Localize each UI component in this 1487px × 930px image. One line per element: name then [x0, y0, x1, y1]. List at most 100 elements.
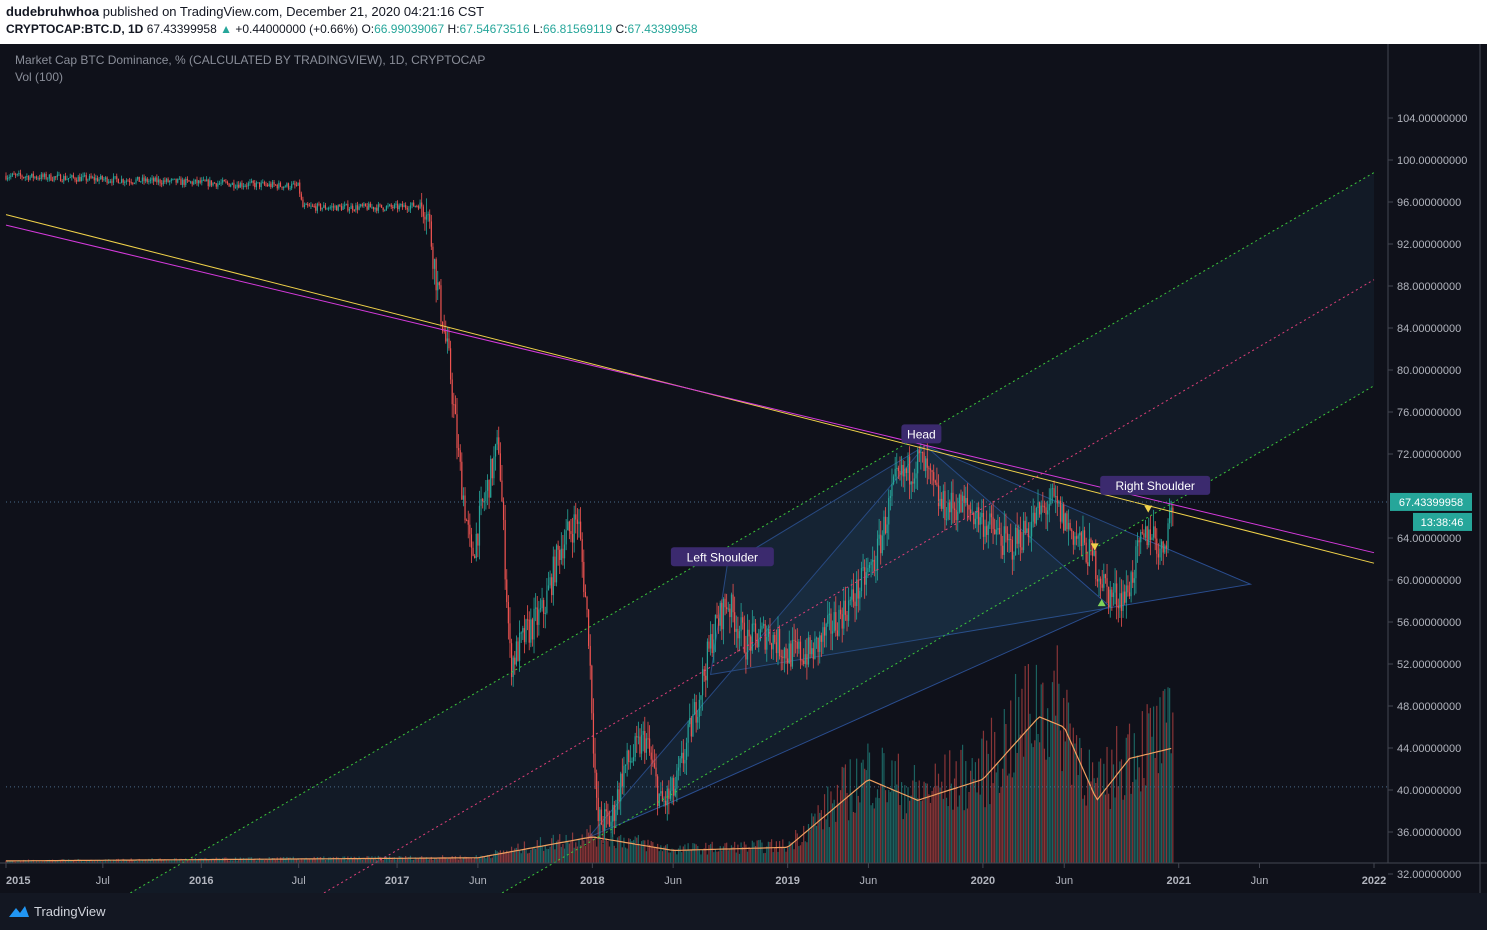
- candle-body: [952, 492, 954, 509]
- volume-bar: [385, 856, 387, 863]
- candle-body: [1098, 578, 1100, 582]
- volume-bar: [21, 861, 23, 863]
- volume-bar: [1161, 763, 1163, 863]
- volume-bar: [856, 758, 858, 863]
- volume-bar: [536, 840, 538, 863]
- volume-bar: [180, 858, 182, 863]
- volume-bar: [612, 836, 614, 863]
- volume-bar: [307, 859, 309, 863]
- annotation-box: [1100, 475, 1211, 495]
- volume-bar: [517, 843, 519, 863]
- candle-body: [984, 526, 986, 537]
- candle-body: [424, 216, 426, 220]
- y-tick-label: 36.00000000: [1397, 827, 1461, 839]
- volume-bar: [544, 845, 546, 863]
- volume-bar: [461, 859, 463, 863]
- footer-brand[interactable]: TradingView: [34, 904, 106, 919]
- candle-body: [199, 180, 201, 183]
- candle-body: [623, 765, 625, 788]
- candle-body: [998, 528, 1001, 535]
- candle-body: [1018, 529, 1020, 544]
- candle-body: [838, 609, 840, 636]
- volume-bar: [942, 798, 944, 863]
- candle-body: [421, 202, 423, 207]
- candle-body: [85, 175, 87, 181]
- volume-bar: [239, 857, 241, 863]
- candle-body: [735, 628, 737, 632]
- volume-bar: [738, 853, 741, 863]
- candle-body: [554, 556, 556, 583]
- volume-bar: [671, 848, 673, 863]
- candle-body: [206, 179, 208, 182]
- candle-body: [1082, 530, 1084, 547]
- candle-body: [729, 608, 731, 618]
- volume-bar: [801, 842, 803, 863]
- candle-body: [1077, 535, 1079, 539]
- volume-bar: [647, 839, 649, 863]
- candle-body: [69, 177, 71, 179]
- candle-body: [637, 736, 639, 738]
- volume-bar: [1014, 673, 1017, 863]
- channel-lower: [501, 385, 1375, 893]
- channel-fill: [130, 172, 1374, 893]
- volume-bar: [441, 855, 444, 863]
- volume-bar: [42, 860, 44, 863]
- candle-body: [480, 499, 482, 506]
- volume-bar: [610, 832, 612, 863]
- candle-body: [897, 467, 899, 471]
- candle-body: [767, 628, 769, 637]
- candle-body: [363, 203, 365, 206]
- candle-body: [300, 193, 302, 200]
- candle-body: [92, 177, 94, 179]
- candle-body: [100, 175, 102, 180]
- volume-bar: [1021, 688, 1023, 863]
- candle-body: [149, 179, 152, 181]
- candle-body: [949, 502, 951, 513]
- candle-body: [490, 458, 492, 498]
- volume-bar: [250, 857, 253, 863]
- volume-bar: [1075, 735, 1078, 863]
- volume-bar: [724, 843, 726, 863]
- symbol-name[interactable]: CRYPTOCAP:BTC.D, 1D: [6, 22, 144, 36]
- author-name[interactable]: dudebruhwhoa: [6, 4, 100, 19]
- x-tick-label: 2017: [385, 875, 409, 887]
- volume-bar: [98, 859, 100, 863]
- candle-body: [647, 738, 649, 740]
- candle-body: [822, 627, 824, 642]
- candle-body: [937, 485, 940, 507]
- candle-body: [645, 738, 647, 753]
- candle-body: [799, 641, 802, 661]
- candle-body: [950, 492, 952, 513]
- volume-bar: [186, 859, 188, 863]
- volume-bar: [567, 841, 569, 863]
- volume-bar: [328, 857, 330, 863]
- volume-bar: [840, 790, 842, 863]
- candle-body: [615, 809, 617, 821]
- volume-bar: [145, 859, 147, 863]
- change-value: +0.44000000 (+0.66%): [235, 22, 359, 36]
- volume-bar: [1082, 798, 1084, 863]
- series-title[interactable]: Market Cap BTC Dominance, % (CALCULATED …: [15, 53, 486, 67]
- candle-body: [29, 176, 31, 180]
- volume-legend[interactable]: Vol (100): [15, 70, 64, 84]
- candle-body: [931, 470, 933, 473]
- candle-body: [307, 203, 309, 206]
- volume-bar: [453, 858, 455, 863]
- volume-bar: [185, 858, 187, 863]
- volume-bar: [366, 856, 368, 863]
- volume-bar: [215, 857, 217, 863]
- candle-body: [814, 638, 816, 660]
- volume-bar: [857, 795, 859, 863]
- volume-bar: [697, 845, 699, 863]
- volume-bar: [777, 851, 779, 863]
- candle-body: [851, 589, 853, 600]
- candle-body: [912, 481, 914, 484]
- candle-body: [355, 205, 357, 211]
- volume-bar: [570, 840, 572, 863]
- volume-bar: [1043, 748, 1046, 863]
- volume-bar: [29, 860, 31, 863]
- volume-bar: [206, 858, 208, 863]
- volume-bar: [11, 860, 14, 863]
- volume-bar: [735, 852, 737, 863]
